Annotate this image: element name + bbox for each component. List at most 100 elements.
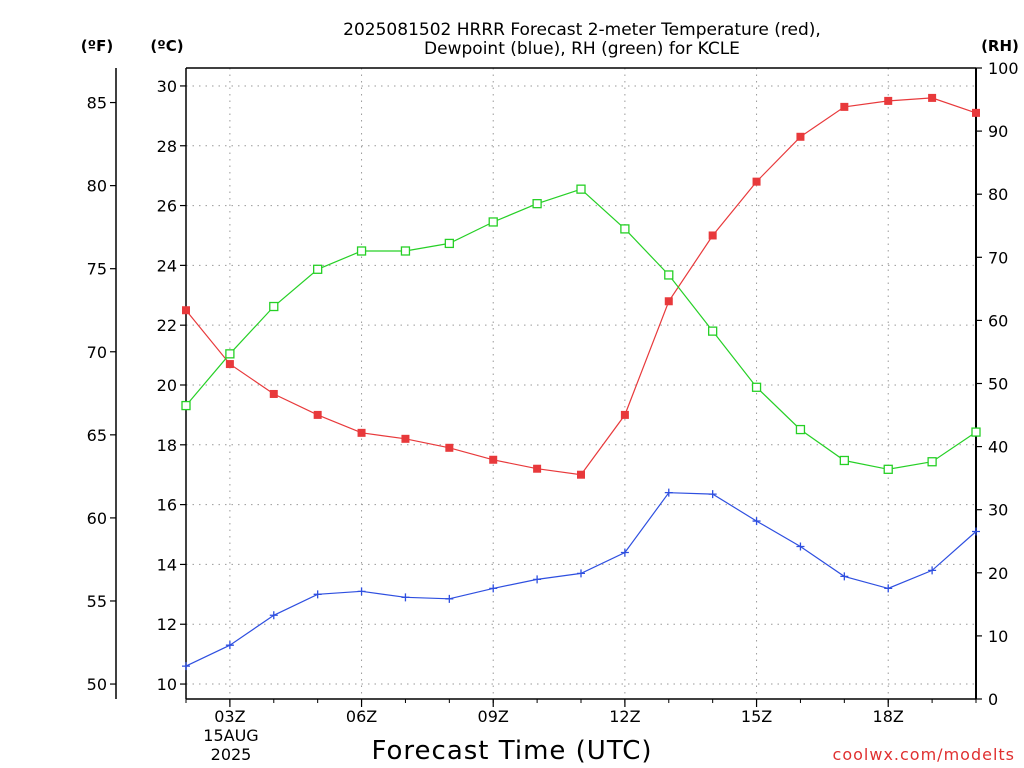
- rh-point-16: [883, 464, 893, 474]
- rh-tick-label-2: 20: [988, 564, 1008, 583]
- dewpoint-point-5: [401, 593, 410, 602]
- rh-point-18: [971, 427, 981, 437]
- celsius-tick-label-2: 14: [157, 555, 177, 574]
- celsius-unit-label: (ºC): [150, 37, 183, 55]
- series: [181, 93, 981, 671]
- dewpoint-point-12: [708, 490, 717, 499]
- fahrenheit-tick-label-6: 80: [87, 177, 107, 196]
- rh-point-9: [576, 184, 586, 194]
- fahrenheit-tick-label-0: 50: [87, 675, 107, 694]
- temperature-point-3: [313, 410, 322, 419]
- rh-point-1: [225, 349, 235, 359]
- x-tick-label-3: 12Z: [609, 707, 640, 726]
- dewpoint-point-16: [884, 584, 893, 593]
- dewpoint-point-9: [577, 569, 585, 578]
- rh-tick-label-10: 100: [988, 59, 1019, 78]
- temperature-point-17: [928, 93, 937, 102]
- temperature-point-15: [840, 102, 849, 111]
- celsius-tick-label-4: 18: [157, 436, 177, 455]
- rh-point-5: [400, 246, 411, 256]
- credit-label: coolwx.com/modelts: [833, 745, 1015, 764]
- fahrenheit-tick-label-2: 60: [87, 509, 107, 528]
- rh-tick-label-7: 70: [988, 248, 1008, 267]
- dewpoint-point-18: [972, 527, 980, 536]
- dewpoint-point-4: [357, 587, 366, 596]
- temperature-point-7: [489, 455, 498, 464]
- fahrenheit-unit-label: (ºF): [81, 37, 113, 55]
- rh-tick-label-0: 0: [988, 690, 998, 709]
- rh-point-12: [708, 326, 718, 336]
- celsius-tick-label-8: 26: [157, 197, 177, 216]
- temperature-point-11: [664, 297, 673, 306]
- temperature-point-12: [708, 231, 717, 240]
- rh-point-11: [664, 270, 674, 280]
- rh-tick-label-3: 30: [988, 501, 1008, 520]
- fahrenheit-tick-label-1: 55: [87, 592, 107, 611]
- temperature-point-5: [401, 434, 410, 443]
- temperature-point-8: [533, 464, 542, 473]
- temperature-point-13: [752, 177, 761, 186]
- dewpoint-point-15: [840, 572, 849, 581]
- x-date-label-day: 15AUG: [203, 726, 258, 745]
- rh-point-4: [356, 246, 367, 256]
- rh-point-6: [444, 238, 454, 249]
- temperature-series: [182, 93, 980, 479]
- celsius-tick-label-6: 22: [157, 316, 177, 335]
- x-date-label-year: 2025: [211, 745, 252, 764]
- rh-tick-label-6: 60: [988, 311, 1008, 330]
- rh-point-3: [313, 264, 323, 274]
- dewpoint-point-3: [313, 590, 322, 599]
- temperature-point-18: [972, 108, 980, 117]
- rh-series: [181, 184, 981, 474]
- temperature-point-0: [182, 306, 190, 315]
- rh-point-13: [751, 382, 762, 392]
- axes: [110, 67, 982, 707]
- tick-labels: 10 12 14 16 18 20 22 24 26 28 30 50 55 60 65 70 75 80 85 0 1…: [87, 59, 1019, 726]
- dewpoint-series: [182, 488, 980, 671]
- temperature-point-9: [577, 470, 585, 479]
- dewpoint-point-8: [533, 575, 542, 584]
- x-tick-label-5: 18Z: [873, 707, 904, 726]
- fahrenheit-tick-label-7: 85: [87, 94, 107, 113]
- chart-title-line-2: Dewpoint (blue), RH (green) for KCLE: [424, 39, 740, 59]
- celsius-tick-label-5: 20: [157, 376, 177, 395]
- temperature-point-2: [269, 389, 278, 398]
- rh-point-8: [532, 199, 542, 209]
- dewpoint-point-0: [182, 662, 190, 671]
- temperature-point-14: [796, 132, 805, 141]
- celsius-tick-label-1: 12: [157, 615, 177, 634]
- rh-point-17: [927, 457, 937, 467]
- celsius-tick-label-7: 24: [157, 256, 177, 275]
- rh-tick-label-9: 90: [988, 122, 1008, 141]
- celsius-tick-label-9: 28: [157, 137, 177, 156]
- temperature-point-4: [357, 428, 366, 437]
- dewpoint-point-1: [225, 641, 234, 650]
- rh-point-0: [181, 400, 191, 411]
- dewpoint-point-10: [620, 548, 629, 557]
- fahrenheit-tick-label-4: 70: [87, 343, 107, 362]
- dewpoint-point-2: [269, 611, 278, 620]
- x-tick-label-4: 15Z: [741, 707, 772, 726]
- temperature-point-16: [884, 96, 893, 105]
- dewpoint-point-7: [489, 584, 498, 593]
- temperature-point-1: [225, 360, 234, 369]
- rh-point-2: [269, 301, 279, 312]
- temperature-point-10: [620, 410, 629, 419]
- x-tick-label-1: 06Z: [346, 707, 377, 726]
- celsius-tick-label-0: 10: [157, 675, 177, 694]
- celsius-tick-label-3: 16: [157, 496, 177, 515]
- rh-point-7: [488, 217, 498, 227]
- rh-tick-label-4: 40: [988, 438, 1008, 457]
- fahrenheit-tick-label-5: 75: [87, 260, 107, 279]
- chart-title-line-1: 2025081502 HRRR Forecast 2-meter Tempera…: [343, 20, 821, 40]
- dewpoint-point-13: [752, 517, 761, 526]
- rh-tick-label-5: 50: [988, 375, 1008, 394]
- rh-point-15: [839, 455, 849, 466]
- rh-point-10: [620, 224, 630, 234]
- rh-tick-label-1: 10: [988, 627, 1008, 646]
- x-tick-label-0: 03Z: [214, 707, 245, 726]
- rh-point-14: [795, 424, 806, 435]
- dewpoint-point-11: [664, 488, 673, 497]
